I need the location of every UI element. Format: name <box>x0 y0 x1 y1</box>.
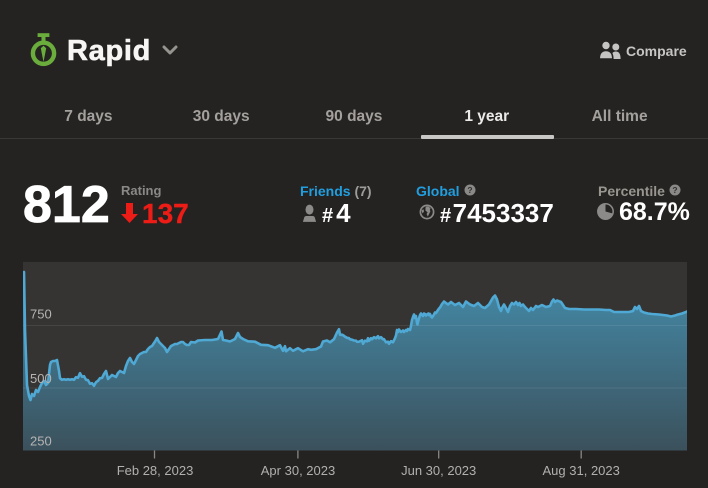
svg-text:Jun 30, 2023: Jun 30, 2023 <box>401 463 476 478</box>
svg-text:500: 500 <box>30 371 52 386</box>
svg-text:?: ? <box>467 185 472 195</box>
svg-text:750: 750 <box>30 307 52 322</box>
svg-text:Feb 28, 2023: Feb 28, 2023 <box>117 463 194 478</box>
svg-text:Aug 31, 2023: Aug 31, 2023 <box>543 463 620 478</box>
svg-text:Apr 30, 2023: Apr 30, 2023 <box>261 463 335 478</box>
svg-text:250: 250 <box>30 434 52 449</box>
svg-text:?: ? <box>672 185 677 195</box>
